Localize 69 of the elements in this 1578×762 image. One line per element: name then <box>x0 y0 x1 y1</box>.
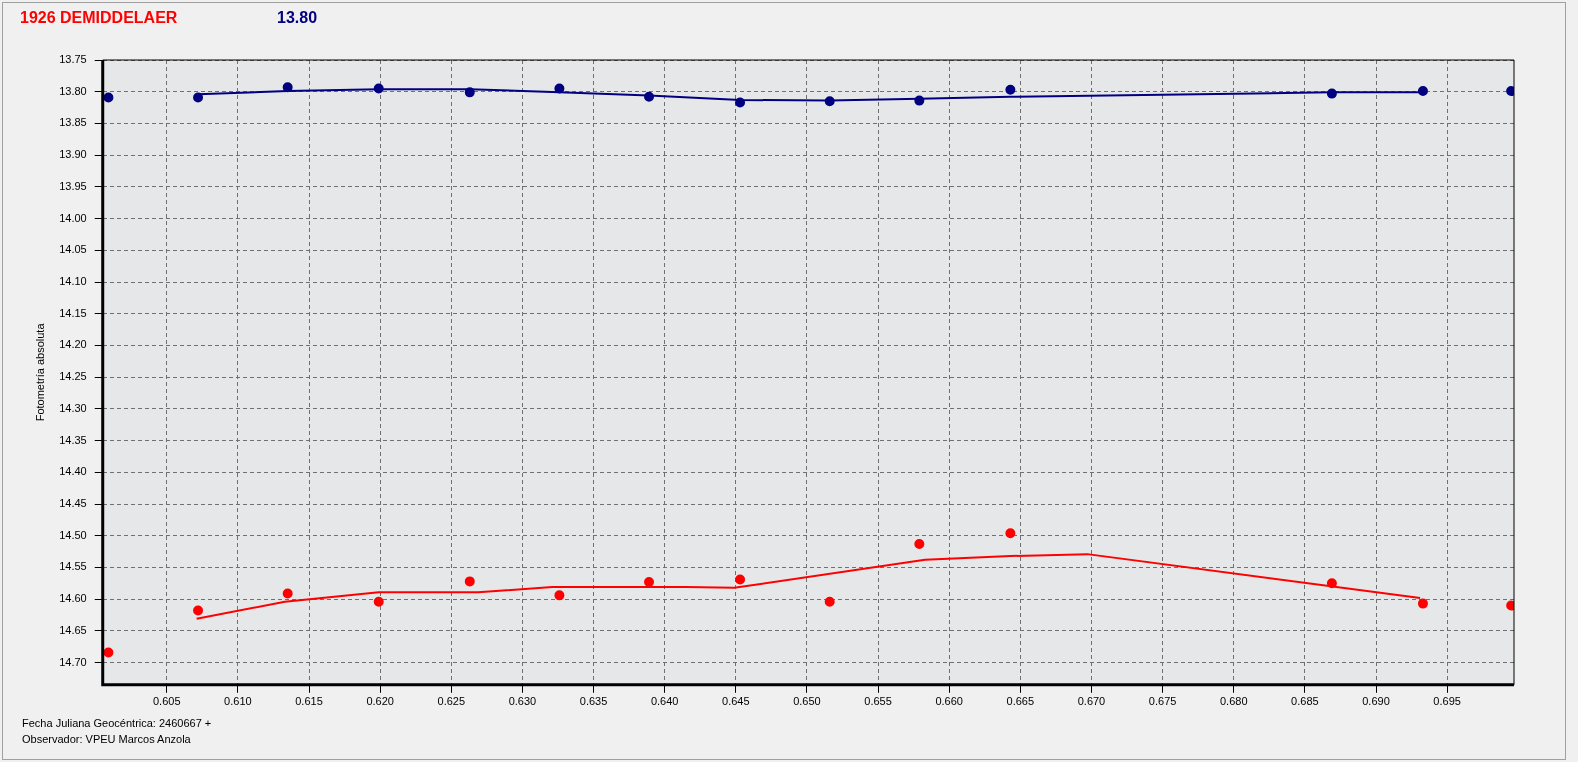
point <box>1417 86 1428 97</box>
point <box>735 97 746 108</box>
y-tick-label: 14.20 <box>59 338 87 351</box>
x-tick-label: 0.615 <box>295 695 323 708</box>
point <box>103 647 114 658</box>
y-tick-label: 14.60 <box>59 592 87 605</box>
y-tick-label: 13.95 <box>59 179 87 192</box>
point <box>464 576 475 587</box>
x-tick-label: 0.665 <box>1006 695 1035 708</box>
text: Observador: VPEU Marcos Anzola <box>22 733 191 745</box>
x-tick-label: 0.680 <box>1219 695 1248 708</box>
point <box>1326 578 1337 589</box>
x-tick-label: 0.660 <box>935 695 963 708</box>
x-tick-label: 0.620 <box>366 695 394 708</box>
y-tick-label: 14.70 <box>59 655 87 668</box>
y-tick-label: 14.35 <box>59 433 87 446</box>
x-tick-label: 0.655 <box>864 695 892 708</box>
chart-title: 1926 DEMIDDELAER <box>20 9 178 27</box>
point <box>554 83 565 94</box>
y-tick-label: 13.80 <box>59 84 87 97</box>
point <box>1005 528 1016 539</box>
point <box>914 538 925 549</box>
point <box>193 605 204 616</box>
point <box>193 92 204 103</box>
x-tick-label: 0.640 <box>650 695 679 708</box>
point <box>914 95 925 106</box>
chart-subtitle: 13.80 <box>277 9 318 27</box>
x-tick-label: 0.605 <box>152 695 181 708</box>
y-tick-label: 14.10 <box>59 275 87 288</box>
x-tick-label: 0.690 <box>1362 695 1390 708</box>
x-tick-label: 0.670 <box>1077 695 1106 708</box>
x-tick-label: 0.695 <box>1433 695 1461 708</box>
x-tick-label: 0.645 <box>722 695 750 708</box>
y-tick-label: 14.25 <box>59 370 87 383</box>
point <box>824 96 835 107</box>
point <box>1417 598 1428 609</box>
y-tick-label: 13.75 <box>59 53 87 66</box>
x-tick-label: 0.675 <box>1148 695 1177 708</box>
y-tick-label: 14.40 <box>59 465 87 478</box>
point <box>1005 84 1016 95</box>
y-tick-label: 13.90 <box>59 148 87 161</box>
x-tick-label: 0.635 <box>579 695 608 708</box>
x-tick-label: 0.625 <box>437 695 466 708</box>
y-tick-label: 14.45 <box>59 497 87 510</box>
point <box>1326 88 1337 99</box>
text: Fecha Juliana Geocéntrica: 2460667 + <box>22 717 212 729</box>
y-tick-label: 14.05 <box>59 243 87 256</box>
x-tick-label: 0.610 <box>224 695 252 708</box>
x-tick-label: 0.685 <box>1291 695 1319 708</box>
y-tick-label: 14.15 <box>59 306 87 319</box>
x-tick-label: 0.650 <box>793 695 821 708</box>
y-tick-label: 13.85 <box>59 116 87 129</box>
y-tick-label: 14.65 <box>59 623 87 636</box>
y-tick-label: 14.50 <box>59 528 87 541</box>
point <box>554 590 565 601</box>
y-tick-label: 14.00 <box>59 211 87 224</box>
y-tick-label: 14.55 <box>59 560 87 573</box>
point <box>464 87 475 98</box>
point <box>373 596 384 607</box>
point <box>735 574 746 585</box>
point <box>103 92 114 103</box>
point <box>824 596 835 607</box>
point <box>644 91 655 102</box>
x-tick-label: 0.630 <box>508 695 537 708</box>
point <box>282 588 293 599</box>
point <box>282 82 293 93</box>
y-axis-title: Fotometría absoluta <box>33 322 46 422</box>
point <box>373 83 384 94</box>
y-tick-label: 14.30 <box>59 401 87 414</box>
